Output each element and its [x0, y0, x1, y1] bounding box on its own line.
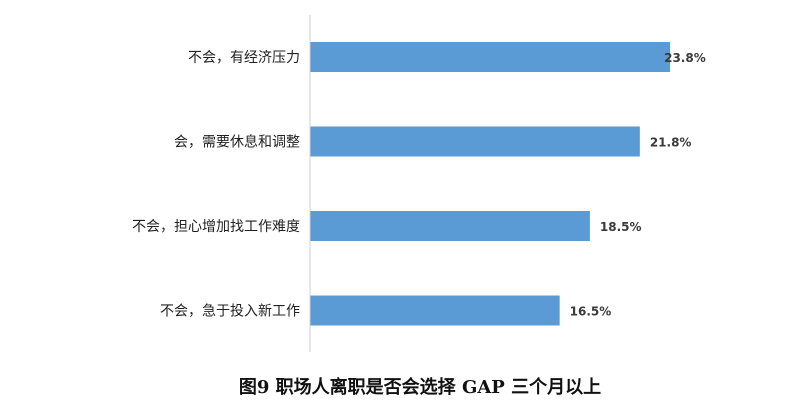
bar-4: [310, 295, 560, 326]
value-label-4: 16.5%: [570, 305, 612, 319]
bars-group: [310, 42, 671, 326]
category-label-3: 不会，担心增加找工作难度: [132, 219, 300, 235]
value-label-2: 21.8%: [650, 136, 692, 150]
bar-1: [310, 42, 671, 72]
category-label-1: 不会，有经济压力: [188, 50, 300, 66]
value-label-3: 18.5%: [600, 220, 642, 234]
chart-title: 图9 职场人离职是否会选择 GAP 三个月以上: [239, 376, 601, 398]
bar-2: [310, 126, 640, 157]
bar-3: [310, 211, 590, 241]
value-labels: 23.8% 21.8% 18.5% 16.5%: [570, 51, 706, 319]
value-label-1: 23.8%: [664, 51, 706, 65]
category-label-2: 会，需要休息和调整: [174, 134, 300, 151]
category-label-4: 不会，急于投入新工作: [160, 304, 300, 320]
